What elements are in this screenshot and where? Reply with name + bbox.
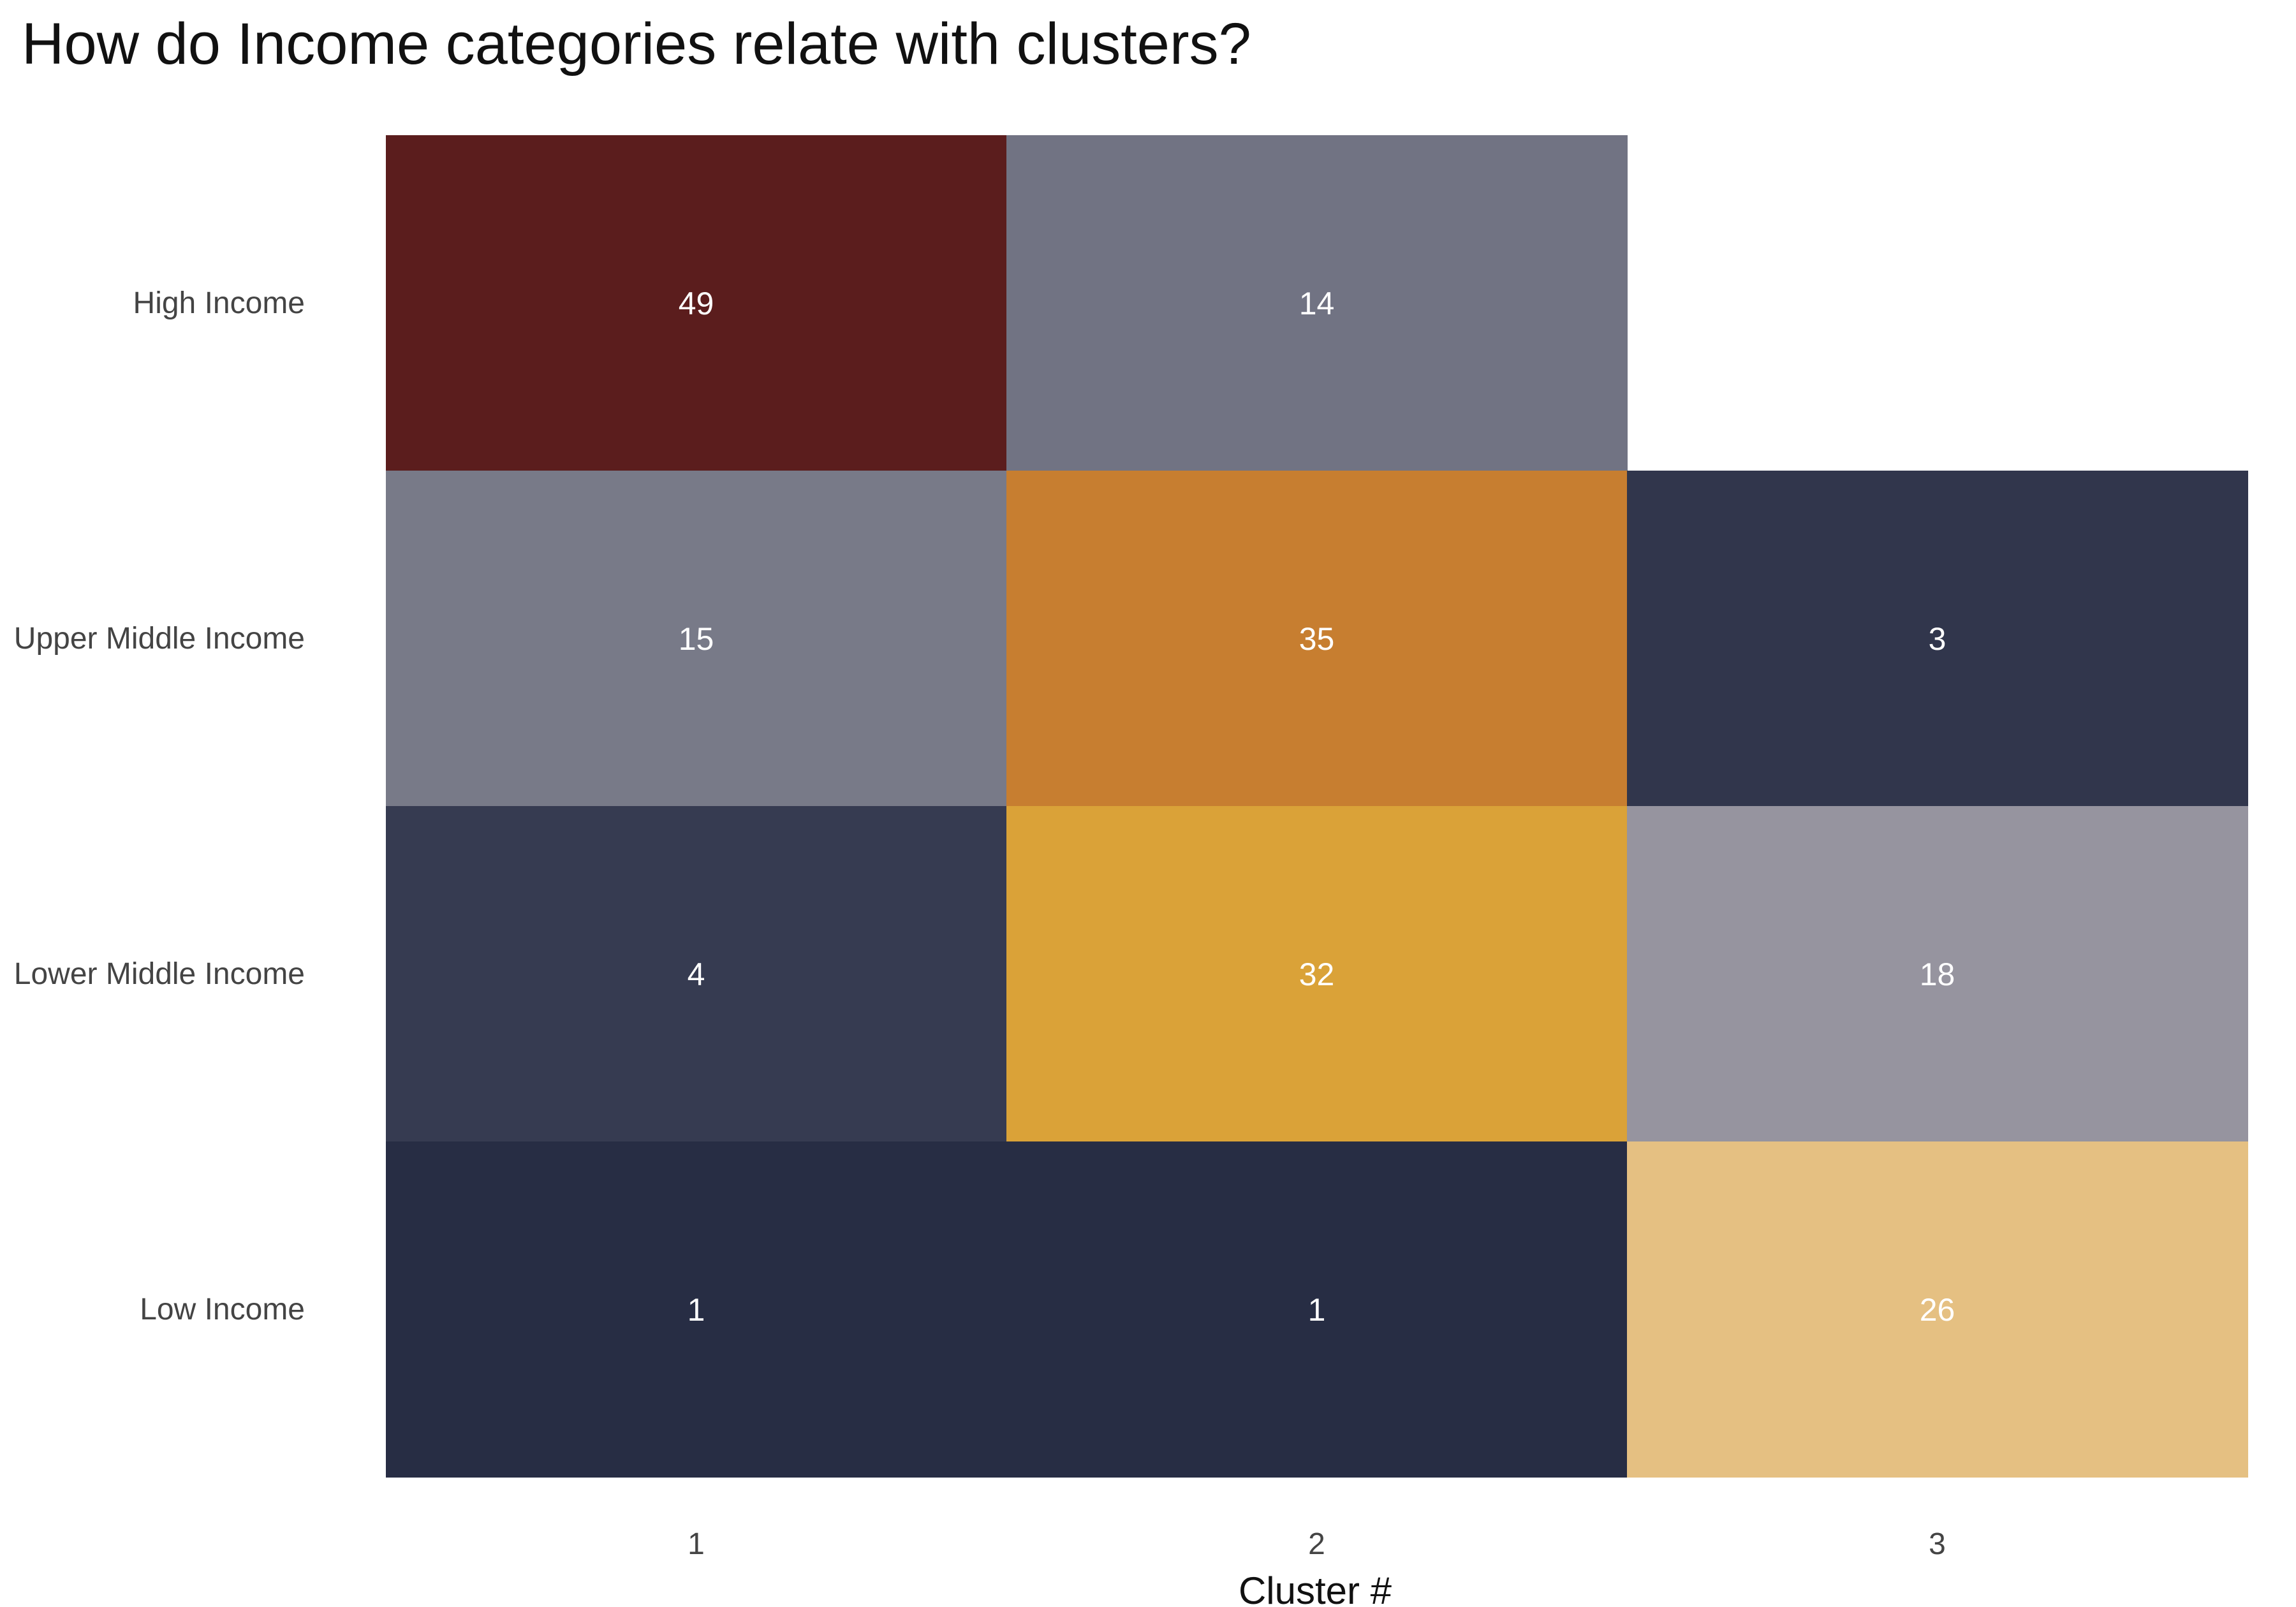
x-axis-label: Cluster # (1239, 1569, 1392, 1607)
y-axis-tick-label: Lower Middle Income (14, 957, 305, 991)
heatmap-cells (386, 135, 2248, 1478)
heatmap-cell (1006, 1141, 1628, 1478)
x-axis-tick-labels: 1 2 3 (688, 1527, 1946, 1561)
heatmap-cell-value-label: 15 (679, 621, 714, 657)
heatmap-cell-value-label: 1 (688, 1292, 705, 1328)
heatmap-cell (1627, 471, 2248, 807)
y-axis-tick-label: High Income (133, 286, 305, 320)
y-axis-tick-label: Upper Middle Income (14, 622, 305, 656)
heatmap-cell-value-label: 49 (679, 286, 714, 321)
heatmap-cell (386, 806, 1007, 1142)
y-axis-tick-labels: High Income Upper Middle Income Lower Midd… (14, 286, 305, 1326)
heatmap-cell-value-label: 18 (1920, 957, 1955, 992)
heatmap-cell-value-label: 4 (688, 957, 705, 992)
x-axis-tick-label: 2 (1308, 1527, 1325, 1561)
heatmap-cell (386, 1141, 1007, 1478)
heatmap-cell-value-label: 35 (1299, 621, 1335, 657)
heatmap-cell (1006, 471, 1628, 807)
heatmap-cell-labels: 49 14 15 35 3 4 32 18 1 1 26 (679, 286, 1955, 1328)
heatmap-cell-value-label: 1 (1308, 1292, 1326, 1328)
chart-title: How do Income categories relate with clu… (22, 11, 1251, 77)
heatmap-cell (386, 135, 1007, 471)
x-axis-tick-label: 1 (688, 1527, 705, 1561)
heatmap-cell (1627, 1141, 2248, 1478)
heatmap-cell (1627, 806, 2248, 1142)
x-axis-tick-label: 3 (1929, 1527, 1946, 1561)
heatmap-cell (1006, 806, 1628, 1142)
heatmap-cell-value-label: 14 (1299, 286, 1335, 321)
heatmap-cell-value-label: 3 (1929, 621, 1946, 657)
heatmap-cell (386, 471, 1007, 807)
y-axis-tick-label: Low Income (140, 1293, 305, 1326)
heatmap-cell-value-label: 32 (1299, 957, 1335, 992)
heatmap-cell-value-label: 26 (1920, 1292, 1955, 1328)
heatmap-cell (1006, 135, 1628, 471)
